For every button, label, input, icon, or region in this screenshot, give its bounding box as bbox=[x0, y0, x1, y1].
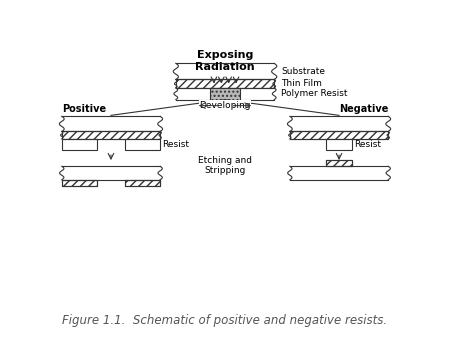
Text: Positive: Positive bbox=[62, 104, 106, 114]
Bar bbox=[290, 131, 388, 139]
Bar bbox=[326, 160, 352, 166]
Text: Etching and
Stripping: Etching and Stripping bbox=[198, 155, 252, 175]
Bar bbox=[62, 131, 160, 139]
Bar bbox=[62, 180, 97, 186]
Bar bbox=[326, 139, 352, 149]
Bar bbox=[125, 139, 160, 149]
Text: Negative: Negative bbox=[339, 104, 388, 114]
Bar bbox=[62, 116, 160, 131]
Text: Thin Film: Thin Film bbox=[281, 79, 322, 88]
Text: Exposing
Radiation: Exposing Radiation bbox=[195, 50, 255, 72]
Bar bbox=[176, 88, 274, 100]
Bar bbox=[176, 64, 274, 79]
Bar bbox=[176, 79, 274, 88]
Text: Polymer Resist: Polymer Resist bbox=[281, 89, 347, 98]
Bar bbox=[125, 180, 160, 186]
Text: Resist: Resist bbox=[354, 140, 381, 149]
Bar bbox=[176, 79, 274, 88]
Text: Substrate: Substrate bbox=[281, 67, 325, 76]
Bar bbox=[62, 166, 160, 180]
Bar bbox=[326, 160, 352, 166]
Bar bbox=[62, 131, 160, 139]
Bar bbox=[62, 139, 97, 149]
Bar bbox=[125, 180, 160, 186]
Bar bbox=[62, 180, 97, 186]
Bar bbox=[290, 166, 388, 180]
Text: Resist: Resist bbox=[162, 140, 189, 149]
Bar bbox=[210, 88, 240, 100]
Bar bbox=[290, 131, 388, 139]
Text: Figure 1.1.  Schematic of positive and negative resists.: Figure 1.1. Schematic of positive and ne… bbox=[63, 314, 387, 327]
Bar bbox=[290, 116, 388, 131]
Text: Developing: Developing bbox=[199, 101, 251, 110]
